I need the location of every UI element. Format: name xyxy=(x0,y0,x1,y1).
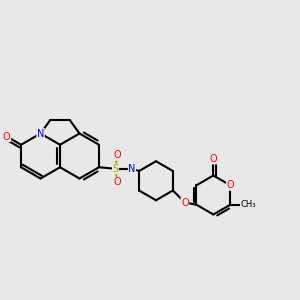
Text: N: N xyxy=(37,128,44,139)
Text: O: O xyxy=(113,177,121,187)
Text: N: N xyxy=(128,164,136,174)
Text: O: O xyxy=(181,197,189,208)
Text: O: O xyxy=(3,131,10,142)
Text: CH₃: CH₃ xyxy=(241,200,256,209)
Text: O: O xyxy=(210,154,217,164)
Text: S: S xyxy=(112,164,118,174)
Text: O: O xyxy=(226,180,234,190)
Text: O: O xyxy=(113,150,121,160)
